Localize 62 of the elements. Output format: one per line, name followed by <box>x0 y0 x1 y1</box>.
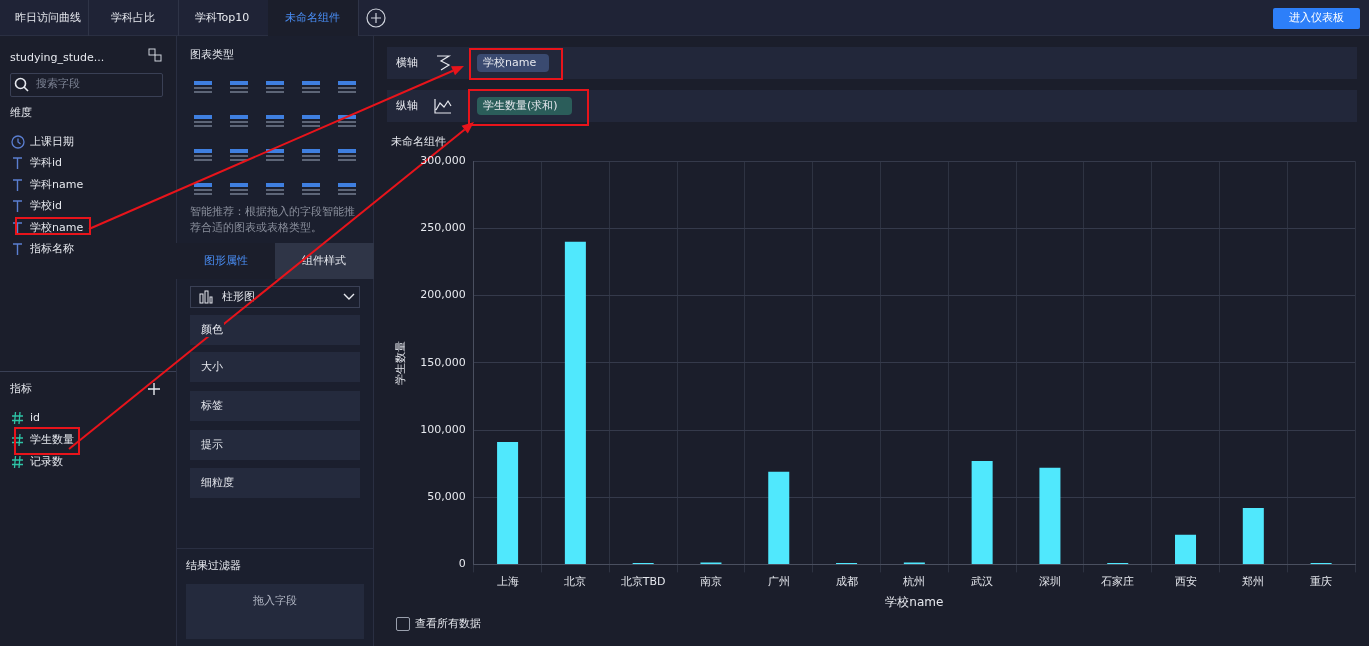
bar <box>1242 507 1264 564</box>
text: 搜索字段 <box>36 77 80 91</box>
x-axis-title: 学校name <box>885 594 944 609</box>
x-tick-label: 北京 <box>564 574 587 588</box>
bar <box>768 471 790 564</box>
text: 学校name <box>483 56 537 70</box>
text: 颜色 <box>200 323 224 337</box>
bar <box>971 460 993 564</box>
text: 结果过滤器 <box>186 559 241 573</box>
bar <box>1039 467 1061 564</box>
y-tick-label: 0 <box>458 557 466 571</box>
y-tick-label: 100,000 <box>420 422 466 436</box>
x-tick-label: 北京TBD <box>620 574 666 588</box>
text: id <box>30 411 41 425</box>
x-tick-label: 重庆 <box>1310 574 1333 588</box>
text: 学科占比 <box>111 11 155 25</box>
x-tick-label: 广州 <box>767 574 790 588</box>
x-tick-label: 深圳 <box>1038 574 1061 588</box>
text: 细粒度 <box>200 476 235 490</box>
text: 指标 <box>10 382 32 396</box>
x-tick-label: 上海 <box>496 574 519 588</box>
text: 纵轴 <box>396 99 418 113</box>
text: 学科name <box>30 178 84 192</box>
chart-title: 未命名组件 <box>391 135 446 149</box>
bar <box>497 442 519 564</box>
text: 提示 <box>200 438 224 452</box>
text: 大小 <box>200 360 224 374</box>
text: 智能推荐：根据拖入的字段智能推荐合适的图表或表格类型。 <box>190 204 356 236</box>
y-tick-label: 200,000 <box>420 288 466 302</box>
x-tick-label: 南京 <box>699 574 722 588</box>
x-tick-label: 杭州 <box>902 574 926 588</box>
text: 昨日访问曲线 <box>15 11 81 25</box>
y-tick-label: 50,000 <box>427 490 466 504</box>
text: 学科Top10 <box>194 11 250 25</box>
text: 学生数量(求和) <box>483 99 558 113</box>
x-tick-label: 西安 <box>1174 574 1197 588</box>
text: 标签 <box>200 399 224 413</box>
x-tick-label: 成都 <box>835 574 858 588</box>
x-tick-label: 石家庄 <box>1101 574 1135 588</box>
text: 记录数 <box>30 455 63 469</box>
y-tick-label: 250,000 <box>420 221 466 235</box>
text: 图表类型 <box>190 48 234 62</box>
text: 查看所有数据 <box>415 617 481 631</box>
text: 上课日期 <box>30 135 74 149</box>
text: 学校id <box>30 199 63 213</box>
bar <box>1175 534 1197 564</box>
text: 未命名组件 <box>284 11 340 25</box>
x-tick-label: 武汉 <box>971 574 994 588</box>
text: 图形属性 <box>204 254 248 268</box>
bar <box>564 241 586 564</box>
text: studying_stude... <box>10 51 105 65</box>
text: 学生数量 <box>30 433 74 447</box>
x-tick-label: 郑州 <box>1242 574 1265 588</box>
text: 拖入字段 <box>253 594 297 608</box>
text: 横轴 <box>396 56 418 70</box>
text: 进入仪表板 <box>1288 11 1344 25</box>
text: 学校name <box>30 221 84 235</box>
y-axis-title: 学生数量 <box>394 340 408 385</box>
y-tick-label: 150,000 <box>420 355 466 369</box>
text: 学科id <box>30 156 63 170</box>
text: 维度 <box>10 106 32 120</box>
text: 指标名称 <box>30 242 74 256</box>
